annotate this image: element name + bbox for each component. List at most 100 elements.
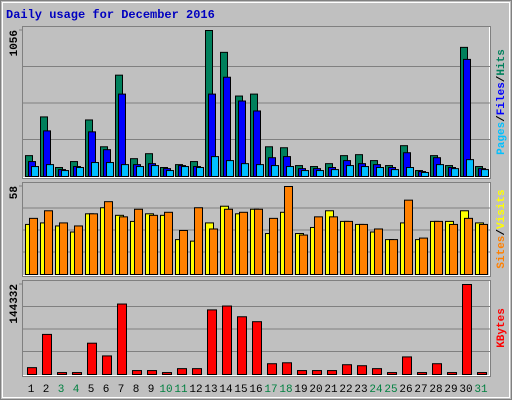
bar (329, 216, 338, 276)
bar (406, 167, 414, 178)
bar (72, 372, 82, 375)
bar (462, 284, 472, 375)
bar (136, 166, 144, 178)
x-tick-label: 5 (88, 384, 95, 396)
bar (121, 164, 129, 177)
x-tick-label: 18 (279, 384, 292, 396)
bar (44, 210, 53, 275)
y-tick-label: 1056 (9, 30, 21, 56)
bar (119, 216, 128, 276)
legend-entry: Hits (496, 49, 508, 75)
bar (252, 321, 262, 375)
bar (346, 165, 354, 177)
bar (31, 166, 39, 178)
bar (372, 368, 382, 376)
x-tick-label: 24 (369, 384, 383, 396)
bar (299, 234, 308, 276)
legend: KBytes (496, 308, 508, 348)
bar (239, 211, 248, 276)
bar (434, 220, 443, 275)
bar (104, 201, 113, 275)
bar (331, 169, 339, 178)
bar (421, 171, 429, 177)
bar (327, 370, 337, 376)
bar (316, 170, 324, 178)
x-tick-label: 17 (264, 384, 277, 396)
bar (256, 164, 264, 177)
bar (269, 217, 278, 276)
bar (359, 223, 368, 275)
legend-entry: Visits (496, 189, 508, 229)
x-tick-label: 6 (103, 384, 110, 396)
bar (417, 372, 427, 375)
bar (89, 213, 98, 276)
bar (282, 362, 292, 376)
bar (357, 365, 367, 375)
bar (432, 363, 442, 375)
legend-separator: / (496, 115, 508, 122)
bar (481, 169, 489, 178)
bar (117, 303, 127, 375)
bar (389, 239, 398, 276)
bar (162, 372, 172, 375)
x-tick-label: 25 (384, 384, 397, 396)
legend-separator: / (496, 75, 508, 82)
bar (477, 372, 487, 375)
x-tick-label: 11 (174, 384, 188, 396)
bar (151, 165, 159, 177)
bar (391, 169, 399, 178)
bar (449, 223, 458, 275)
bar (61, 170, 69, 178)
bar (102, 355, 112, 376)
bar (342, 364, 352, 376)
x-tick-label: 7 (118, 384, 125, 396)
bar (147, 370, 157, 376)
x-tick-label: 2 (43, 384, 50, 396)
bar (27, 367, 37, 375)
bar (74, 225, 83, 275)
bar (164, 211, 173, 276)
bar (402, 356, 412, 375)
bar (209, 228, 218, 275)
x-tick-label: 16 (249, 384, 262, 396)
bar (149, 214, 158, 276)
bar (419, 237, 428, 276)
bar (451, 168, 459, 178)
bar (271, 165, 279, 177)
x-tick-label: 21 (324, 384, 338, 396)
x-tick-label: 29 (444, 384, 457, 396)
bar (314, 216, 323, 276)
bar (463, 58, 471, 177)
y-tick-label: 58 (9, 186, 21, 200)
x-tick-label: 4 (73, 384, 80, 396)
bar (447, 372, 457, 375)
bar (224, 208, 233, 275)
x-tick-label: 26 (399, 384, 412, 396)
bar (344, 220, 353, 275)
bar (76, 167, 84, 178)
bar (479, 223, 488, 275)
legend: Sites/Visits (496, 189, 508, 268)
bar (196, 167, 204, 178)
bar (211, 156, 219, 178)
bar (192, 368, 202, 376)
legend-entry: Sites (496, 236, 508, 269)
x-tick-label: 30 (459, 384, 472, 396)
bar (464, 217, 473, 276)
bar (312, 370, 322, 376)
bar (387, 372, 397, 375)
bar (132, 370, 142, 376)
x-tick-label: 8 (133, 384, 140, 396)
legend-separator: / (496, 229, 508, 236)
bar (181, 166, 189, 178)
legend: Pages/Files/Hits (496, 49, 508, 155)
bar (166, 170, 174, 178)
bar (106, 162, 114, 177)
bar (404, 199, 413, 275)
bar (134, 208, 143, 275)
x-tick-label: 20 (309, 384, 322, 396)
legend-entry: Files (496, 82, 508, 115)
bar (241, 163, 249, 177)
